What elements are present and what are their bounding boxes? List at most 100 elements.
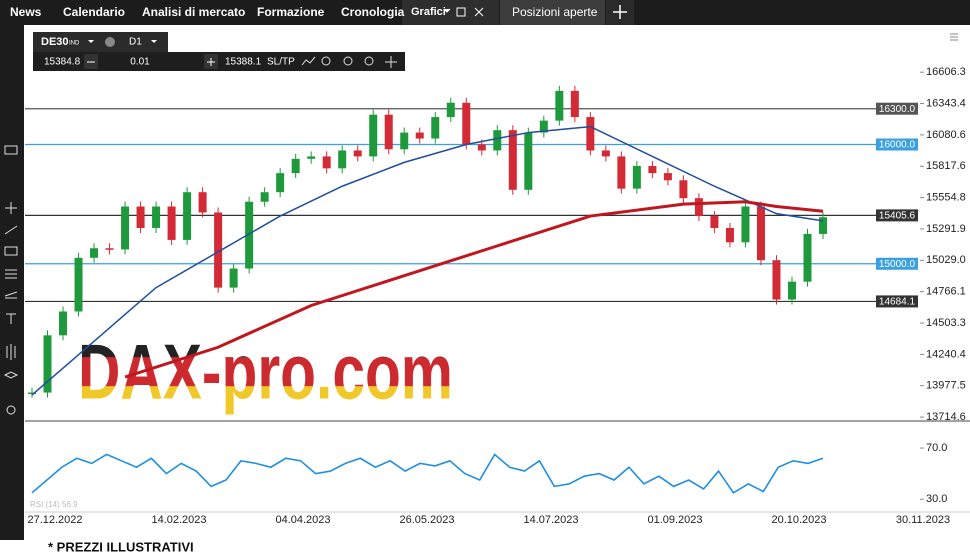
y-tick-label: 13977.5	[926, 380, 966, 392]
candle	[725, 227, 734, 243]
candle	[803, 233, 812, 282]
candle	[601, 150, 610, 157]
x-tick-label: 14.02.2023	[151, 514, 206, 526]
candle	[121, 206, 130, 250]
candle	[632, 165, 641, 189]
y-tick-label: 15554.8	[926, 191, 966, 203]
level-label: 15405.6	[879, 211, 916, 222]
indicator-line	[31, 125, 824, 396]
candle	[260, 192, 269, 202]
level-tag	[876, 295, 918, 308]
candle	[276, 173, 285, 193]
level-label: 15000.0	[879, 259, 916, 270]
rsi-legend: RSI (14) 56.9	[30, 500, 78, 509]
caret	[151, 40, 157, 43]
tool[interactable]	[343, 56, 353, 66]
info-icon[interactable]	[105, 37, 115, 47]
tools	[3, 145, 19, 415]
candle	[431, 117, 440, 139]
tool[interactable]	[5, 202, 17, 214]
y-tick-label: 16343.4	[926, 97, 966, 109]
chart-area	[25, 25, 970, 527]
level-tag	[876, 138, 918, 151]
candle	[59, 311, 68, 336]
icon[interactable]	[456, 7, 466, 17]
candle	[198, 192, 207, 213]
timeframe[interactable]: D1	[129, 37, 142, 48]
level-label: 14684.1	[879, 297, 916, 308]
tab[interactable]: Formazione	[257, 5, 325, 19]
tab[interactable]: Cronologia	[341, 5, 405, 19]
tab-bg	[402, 0, 499, 25]
tool[interactable]	[321, 56, 331, 66]
tool[interactable]	[364, 56, 374, 66]
rsi-line	[31, 453, 824, 494]
y-tick-label: 14240.4	[926, 348, 966, 360]
tool[interactable]	[6, 344, 16, 360]
bid[interactable]: 15384.8	[44, 57, 81, 68]
candle	[307, 156, 316, 159]
menu-icon[interactable]	[950, 33, 958, 41]
tab[interactable]: Grafici	[411, 6, 446, 18]
candle	[105, 248, 114, 250]
tool[interactable]	[3, 371, 19, 379]
symbol-box[interactable]	[33, 32, 168, 52]
candle	[679, 180, 688, 199]
caret	[88, 40, 94, 43]
symbol: DE30	[41, 36, 69, 48]
tool[interactable]	[5, 269, 17, 279]
candle	[245, 201, 254, 269]
chart-tools	[301, 56, 397, 68]
close-icon[interactable]	[474, 7, 484, 17]
quantity[interactable]: 0.01	[130, 57, 150, 68]
tab[interactable]: Posizioni aperte	[512, 5, 598, 19]
tool[interactable]	[4, 291, 18, 299]
x-tick-label: 04.04.2023	[275, 514, 330, 526]
y-tick-label: 14503.3	[926, 317, 966, 329]
tool[interactable]	[4, 225, 18, 235]
tool[interactable]	[385, 56, 397, 68]
candle	[74, 257, 83, 312]
candle	[710, 216, 719, 228]
candle	[694, 198, 703, 217]
candle	[787, 281, 796, 300]
candle	[539, 120, 548, 133]
tool[interactable]	[6, 313, 16, 324]
y-tick-label: 13714.6	[926, 411, 966, 423]
candle	[741, 206, 750, 243]
x-tick-label: 20.10.2023	[771, 514, 826, 526]
side-toolbar	[0, 25, 24, 540]
tab[interactable]: Analisi di mercato	[142, 5, 245, 19]
ask[interactable]: 15388.1	[225, 57, 262, 68]
candle	[384, 114, 393, 150]
candle	[570, 90, 579, 118]
candle	[291, 158, 300, 174]
candle	[617, 156, 626, 189]
plus-icon	[207, 58, 215, 66]
y-tick-label: 16606.3	[926, 66, 966, 78]
y-tick-label: 15291.9	[926, 223, 966, 235]
x-tick-label: 30.11.2023	[896, 514, 950, 526]
candle	[400, 132, 409, 150]
level-tag	[876, 209, 918, 222]
candle	[214, 212, 223, 288]
plot: 16606.3 16343.4 16080.6 15817.6 15554.8 15291…	[25, 66, 970, 526]
tab[interactable]: News	[10, 5, 42, 19]
candle	[90, 248, 99, 258]
candle	[167, 206, 176, 240]
tool[interactable]	[6, 405, 16, 415]
tool[interactable]	[4, 145, 18, 155]
candle	[663, 173, 672, 181]
candle	[772, 260, 781, 300]
candle	[756, 206, 765, 261]
tool[interactable]	[4, 246, 18, 256]
watermark: DAX-pro.com	[78, 328, 453, 416]
candle	[353, 150, 362, 157]
sltp[interactable]: SL/TP	[267, 57, 295, 68]
indicator-line	[124, 200, 824, 379]
tool[interactable]	[301, 56, 316, 66]
tab[interactable]: Calendario	[63, 5, 125, 19]
level-tag	[876, 257, 918, 270]
